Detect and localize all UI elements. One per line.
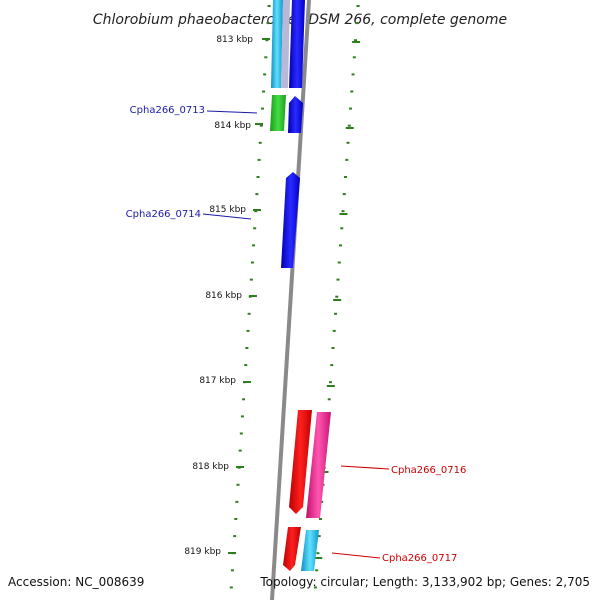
gene-feature-red[interactable] — [289, 410, 312, 514]
gene-feature-gray[interactable] — [281, 0, 290, 88]
kbp-tick: 815 kbp — [209, 205, 261, 215]
gene-labels: Cpha266_0713 Cpha266_0714 Cpha266_0716 C… — [126, 105, 467, 564]
gene-feature-blue[interactable] — [289, 0, 305, 88]
tick-label: 813 kbp — [216, 35, 253, 45]
gene-label-text[interactable]: Cpha266_0717 — [382, 553, 457, 564]
kbp-tick: 817 kbp — [199, 376, 251, 386]
accession-text: Accession: NC_008639 — [8, 575, 144, 589]
gene-features — [270, 0, 331, 571]
tick-label: 814 kbp — [214, 121, 251, 131]
gene-feature-cyan[interactable] — [301, 530, 319, 571]
kbp-tick: 813 kbp — [216, 35, 270, 45]
gene-feature-red[interactable] — [283, 527, 301, 571]
tick-label: 816 kbp — [205, 291, 242, 301]
gene-label-cpha266-0717[interactable]: Cpha266_0717 — [331, 552, 457, 564]
gene-feature-blue[interactable] — [281, 172, 300, 268]
kbp-tick: 816 kbp — [205, 291, 257, 301]
gene-label-cpha266-0713[interactable]: Cpha266_0713 — [130, 105, 258, 116]
tick-label: 819 kbp — [184, 547, 221, 557]
kbp-tick: 814 kbp — [214, 121, 263, 131]
gene-feature-cyan[interactable] — [271, 0, 283, 88]
tick-label: 818 kbp — [192, 462, 229, 472]
gene-feature-green[interactable] — [270, 95, 286, 131]
gene-feature-magenta[interactable] — [306, 412, 331, 518]
kbp-ticks: 813 kbp 814 kbp 815 kbp 816 kbp 817 kbp … — [184, 35, 270, 557]
gene-label-cpha266-0716[interactable]: Cpha266_0716 — [340, 465, 466, 476]
gene-label-text[interactable]: Cpha266_0714 — [126, 209, 201, 220]
kbp-tick: 819 kbp — [184, 547, 236, 557]
tick-label: 817 kbp — [199, 376, 236, 386]
gene-label-text[interactable]: Cpha266_0716 — [391, 465, 466, 476]
gene-label-text[interactable]: Cpha266_0713 — [130, 105, 205, 116]
gene-feature-blue[interactable] — [288, 96, 303, 133]
gene-label-cpha266-0714[interactable]: Cpha266_0714 — [126, 209, 252, 220]
topology-text: Topology: circular; Length: 3,133,902 bp… — [259, 575, 590, 589]
kbp-tick: 818 kbp — [192, 462, 244, 472]
tick-label: 815 kbp — [209, 205, 246, 215]
genome-backbone — [270, 0, 311, 600]
